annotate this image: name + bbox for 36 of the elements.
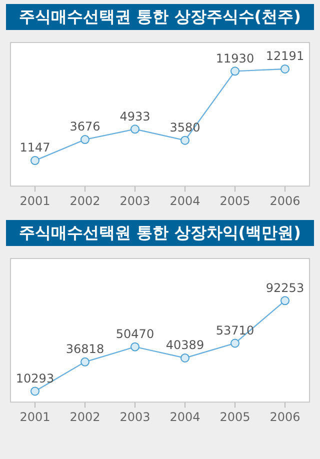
point bbox=[230, 338, 240, 348]
point bbox=[280, 296, 290, 306]
data-label: 12191 bbox=[266, 49, 304, 64]
x-tick-label: 2006 bbox=[270, 194, 300, 208]
point bbox=[180, 353, 190, 362]
data-label: 40389 bbox=[166, 338, 204, 352]
chart-title: 주식매수선택원 통한 상장차익(백만원) bbox=[6, 220, 314, 246]
point bbox=[180, 136, 190, 145]
x-tick-label: 2002 bbox=[70, 410, 100, 424]
x-tick-label: 2001 bbox=[20, 410, 50, 424]
data-label: 3676 bbox=[70, 120, 100, 134]
data-label: 36818 bbox=[66, 342, 104, 356]
point bbox=[280, 64, 290, 74]
x-tick-label: 2003 bbox=[120, 410, 150, 424]
x-tick-label: 2001 bbox=[20, 194, 50, 208]
point bbox=[130, 342, 140, 352]
x-tick-label: 2006 bbox=[270, 410, 300, 424]
data-label: 11930 bbox=[216, 51, 254, 66]
x-tick-label: 2005 bbox=[220, 194, 250, 208]
data-label: 92253 bbox=[266, 280, 304, 295]
point bbox=[230, 66, 240, 76]
data-label: 1147 bbox=[20, 140, 50, 155]
x-tick-label: 2002 bbox=[70, 194, 100, 208]
x-tick-label: 2003 bbox=[120, 194, 150, 208]
x-tick-label: 2004 bbox=[170, 410, 200, 424]
data-label: 4933 bbox=[120, 109, 150, 124]
point bbox=[130, 124, 140, 134]
point bbox=[30, 156, 40, 166]
chart-title: 주식매수선택권 통한 상장주식수(천주) bbox=[6, 4, 314, 30]
point bbox=[80, 357, 90, 366]
x-tick-label: 2005 bbox=[220, 410, 250, 424]
data-label: 10293 bbox=[16, 371, 54, 386]
x-tick-label: 2004 bbox=[170, 194, 200, 208]
point bbox=[30, 386, 40, 396]
point bbox=[80, 135, 90, 144]
data-label: 50470 bbox=[116, 326, 154, 341]
